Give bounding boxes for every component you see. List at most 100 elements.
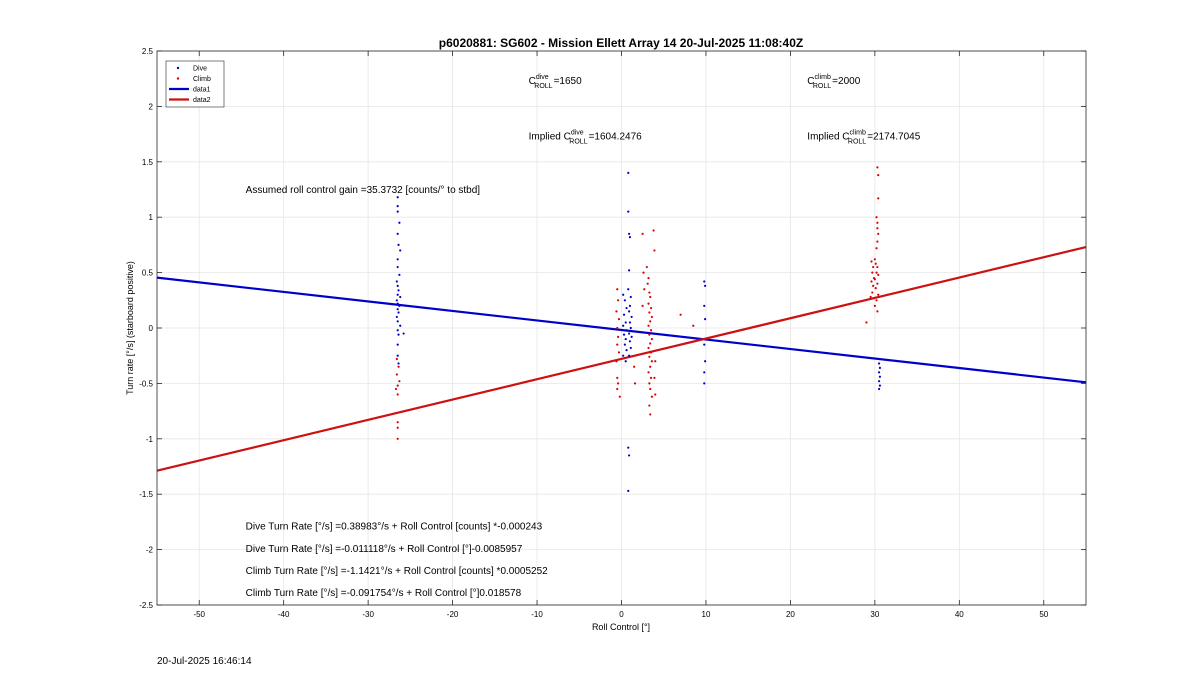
dive-point [624, 337, 627, 341]
climb-point [617, 382, 620, 385]
c-roll-climb-sup: climb [815, 74, 831, 81]
climb-point [872, 265, 875, 269]
dive-point [396, 320, 399, 323]
dive-point [877, 371, 881, 374]
climb-point [877, 197, 880, 200]
dive-point [627, 210, 630, 213]
climb-point [616, 376, 619, 379]
dive-point [625, 306, 628, 310]
implied-c-roll-climb-sup: climb [850, 130, 866, 137]
y-tick-label: -1.5 [139, 490, 153, 499]
climb-point [646, 282, 649, 285]
dive-point [878, 375, 882, 378]
dive-point [396, 302, 399, 305]
x-tick-label: 20 [786, 610, 795, 619]
dive-point [877, 387, 881, 391]
dive-point [396, 210, 399, 213]
implied-c-roll-climb: Implied Cclimb ROLL=2174.7045 [807, 130, 920, 146]
dive-point [397, 243, 400, 246]
c-roll-dive-prefix: C [529, 76, 536, 87]
climb-fit-degrees: Climb Turn Rate [°/s] =-0.091754°/s + Ro… [246, 588, 522, 599]
implied-c-roll-climb-value: =2174.7045 [867, 132, 921, 143]
dive-point [396, 205, 399, 208]
dive-point [396, 196, 399, 199]
dive-point [623, 343, 626, 346]
climb-point [877, 293, 880, 296]
dive-point [878, 384, 882, 387]
x-axis-label: Roll Control [°] [592, 622, 650, 632]
legend-label: data1 [193, 87, 211, 94]
dive-point [622, 293, 625, 296]
climb-point [649, 376, 653, 379]
climb-point [615, 360, 618, 363]
dive-point [395, 280, 398, 283]
print-timestamp: 20-Jul-2025 16:46:14 [157, 656, 252, 667]
dive-point [397, 362, 400, 365]
dive-point [402, 332, 405, 335]
climb-point [871, 291, 874, 294]
legend-label: Climb [193, 76, 211, 83]
climb-point [633, 365, 636, 368]
climb-point [876, 265, 879, 269]
climb-point [616, 326, 619, 330]
dive-point [627, 489, 630, 492]
climb-point [396, 384, 399, 387]
climb-point [877, 232, 880, 235]
dive-point [398, 273, 401, 276]
dive-point [625, 329, 628, 332]
climb-point [641, 304, 644, 307]
climb-point [873, 258, 876, 261]
fit-line-data1 [156, 276, 1087, 384]
climb-point [869, 295, 872, 299]
x-tick-label: 40 [955, 610, 964, 619]
y-tick-label: 2.5 [142, 47, 154, 56]
x-tick-label: 0 [619, 610, 624, 619]
dive-point [622, 333, 626, 336]
dive-point [624, 321, 627, 324]
roll-gain-annotation: Assumed roll control gain =35.3732 [coun… [246, 185, 481, 196]
y-tick-label: 1 [149, 213, 154, 222]
dive-point [877, 362, 881, 365]
climb-point [871, 271, 874, 274]
dive-point [704, 284, 707, 287]
climb-point [643, 288, 646, 291]
dive-point [703, 382, 706, 385]
dive-point [622, 324, 625, 327]
climb-point [617, 351, 621, 354]
legend-label: Dive [193, 66, 207, 73]
climb-point [641, 232, 644, 235]
fit-lines [156, 245, 1087, 472]
climb-point [876, 221, 879, 224]
dive-point [396, 232, 399, 235]
dive-point [628, 454, 631, 457]
axis-ticks: -50 -40 -30 -20 -10 0 10 20 30 40 50-2.5-2-1.5-1-0… [139, 47, 1086, 619]
dive-point [703, 280, 706, 283]
climb-point [395, 357, 398, 361]
dive-point [629, 295, 632, 299]
implied-c-roll-dive-value: =1604.2476 [589, 132, 643, 143]
climb-point [679, 313, 682, 316]
dive-point [629, 346, 632, 350]
climb-point [873, 304, 876, 307]
dive-point [399, 295, 402, 299]
climb-point [692, 324, 695, 327]
dive-point [625, 349, 628, 352]
dive-point [877, 380, 881, 383]
y-tick-label: 0.5 [142, 269, 154, 278]
climb-point [395, 373, 398, 376]
dive-point [397, 289, 400, 292]
climb-point [650, 360, 654, 363]
climb-point [873, 278, 876, 281]
dive-point [628, 310, 631, 313]
x-tick-label: 10 [702, 610, 711, 619]
climb-point [875, 216, 878, 219]
y-tick-label: 0 [149, 324, 154, 333]
dive-point [395, 299, 398, 302]
climb-point [876, 240, 879, 243]
climb-point [648, 355, 651, 358]
x-tick-label: -20 [447, 610, 459, 619]
dive-point [396, 293, 399, 296]
dive-point [703, 304, 706, 307]
dive-point [627, 446, 630, 449]
dive-point [704, 360, 707, 363]
